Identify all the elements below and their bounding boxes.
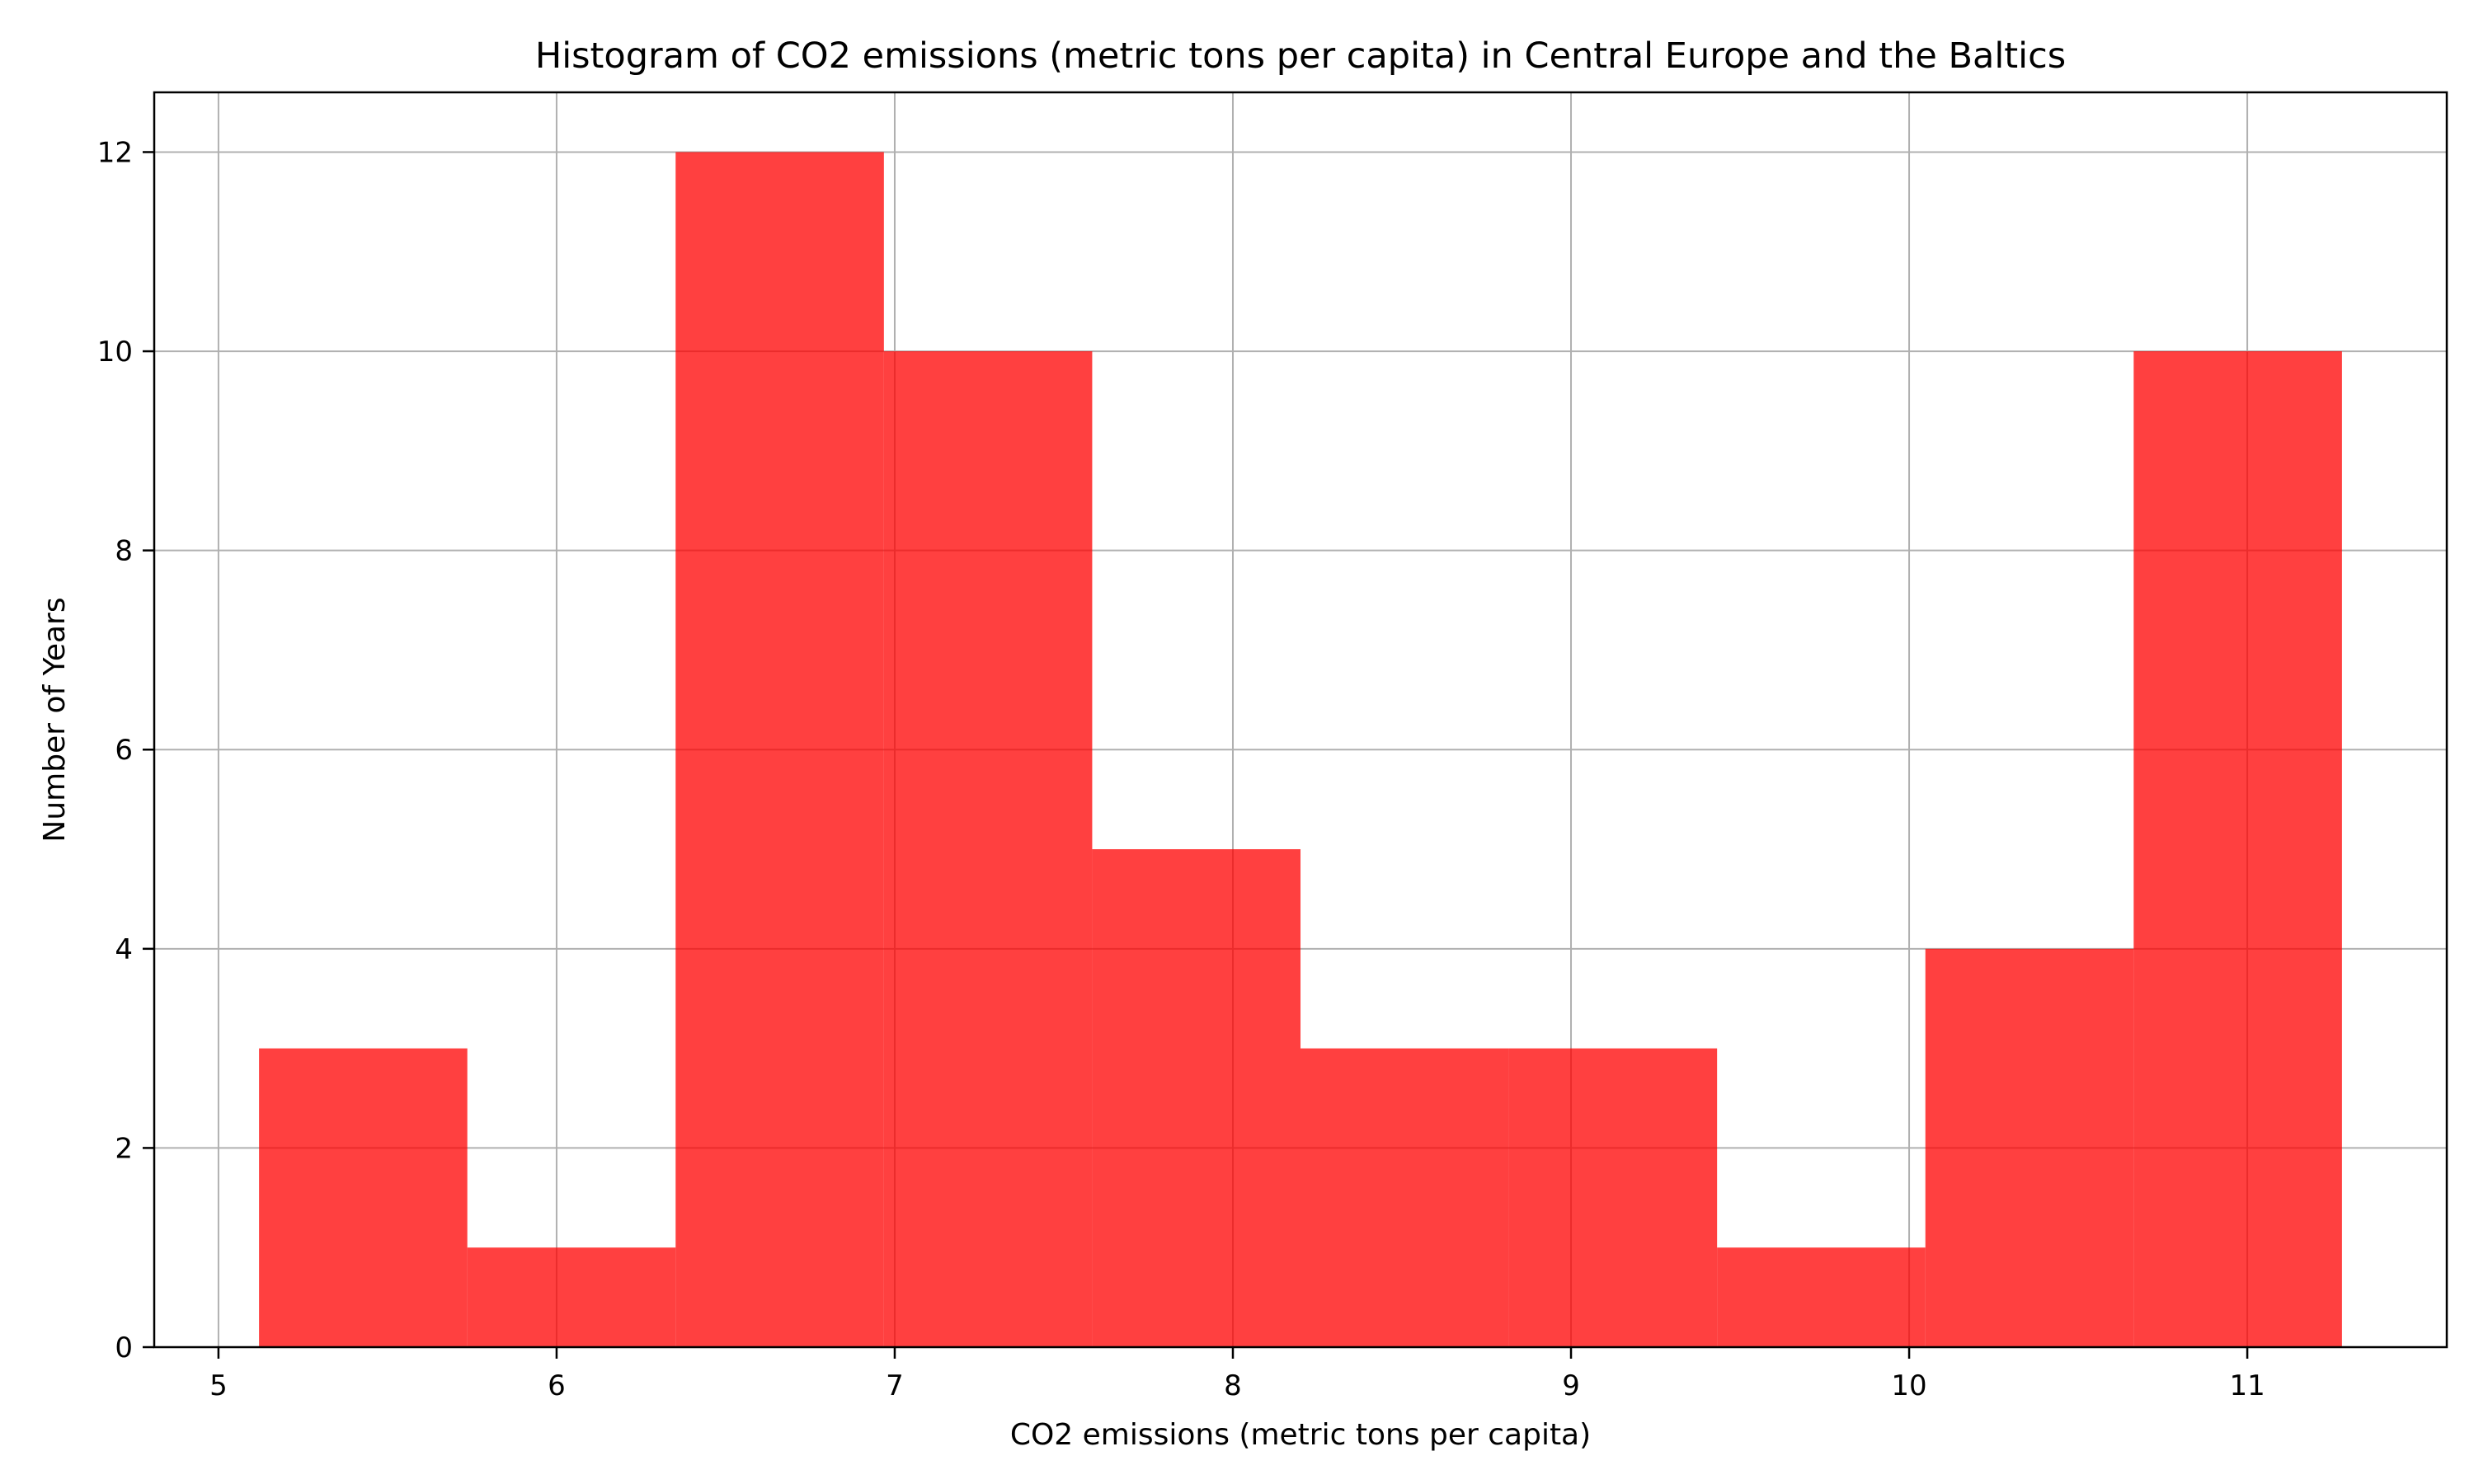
histogram-bar (1508, 1048, 1718, 1347)
x-tick-label: 11 (2229, 1369, 2265, 1402)
histogram-bar (1300, 1048, 1509, 1347)
histogram-bar (1925, 948, 2134, 1347)
x-tick-label: 7 (886, 1369, 904, 1402)
y-tick-label: 4 (115, 933, 133, 966)
histogram-bar (1717, 1247, 1926, 1347)
y-tick-label: 10 (97, 336, 133, 369)
x-axis-label: CO2 emissions (metric tons per capita) (1010, 1418, 1591, 1452)
histogram-bar (467, 1247, 676, 1347)
histogram-bar (1092, 849, 1300, 1347)
axis-ticks: 5 6 7 8 9 10 11 0 2 4 6 8 10 12 (97, 136, 2265, 1402)
histogram-bar (259, 1048, 468, 1347)
y-tick-label: 8 (115, 535, 133, 568)
x-tick-label: 6 (548, 1369, 566, 1402)
y-tick-label: 2 (115, 1132, 133, 1165)
y-axis-label: Number of Years (38, 597, 72, 842)
y-tick-label: 0 (115, 1331, 133, 1364)
histogram-bar (883, 351, 1093, 1348)
x-tick-label: 5 (209, 1369, 228, 1402)
y-tick-label: 6 (115, 734, 133, 767)
x-tick-label: 10 (1891, 1369, 1926, 1402)
histogram-bar (2133, 351, 2342, 1348)
x-tick-label: 8 (1224, 1369, 1242, 1402)
x-tick-label: 9 (1562, 1369, 1580, 1402)
y-tick-label: 12 (97, 136, 133, 169)
histogram-bars (259, 152, 2342, 1348)
chart-title: Histogram of CO2 emissions (metric tons … (535, 35, 2066, 77)
histogram-bar (675, 152, 884, 1347)
plot-frame (153, 91, 2448, 1349)
